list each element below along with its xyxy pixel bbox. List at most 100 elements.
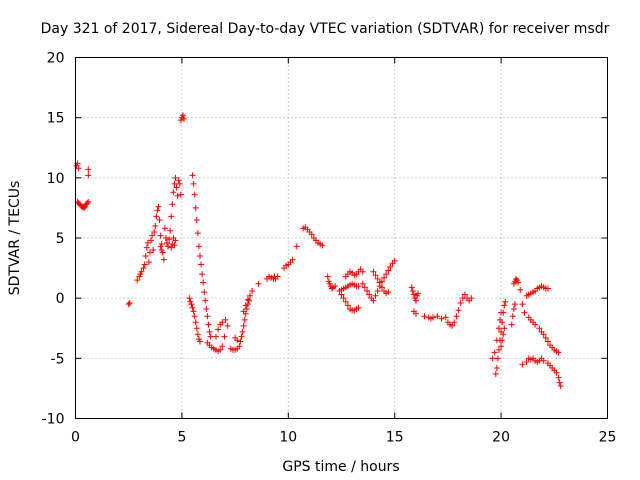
y-tick-label: -10 (42, 412, 65, 428)
data-point (442, 314, 449, 321)
data-point (158, 247, 165, 254)
y-tick-label: 15 (47, 111, 65, 127)
data-point (175, 177, 182, 184)
data-point (146, 249, 153, 256)
data-point (151, 228, 158, 235)
data-point (157, 232, 164, 239)
data-point (502, 298, 509, 305)
data-point (153, 213, 160, 220)
axis-ticks (75, 57, 608, 419)
x-tick-label: 0 (71, 430, 80, 446)
data-point (495, 346, 502, 353)
data-point (152, 222, 159, 229)
data-point (85, 166, 92, 173)
data-point (540, 331, 547, 338)
y-axis-title: SDTVAR / TECUs (7, 181, 23, 296)
data-point (519, 361, 526, 368)
data-point (85, 198, 92, 205)
data-point (244, 296, 251, 303)
y-tick-label: 5 (56, 231, 65, 247)
data-point (168, 244, 175, 251)
data-point (200, 279, 207, 286)
data-point (156, 216, 163, 223)
data-point (489, 355, 496, 362)
data-point (510, 305, 517, 312)
data-point (457, 299, 464, 306)
data-point (202, 297, 209, 304)
data-point (242, 302, 249, 309)
data-point (434, 313, 441, 320)
data-point (308, 231, 315, 238)
data-point (212, 333, 219, 340)
data-point (191, 191, 198, 198)
data-point (81, 204, 88, 211)
data-point (468, 295, 475, 302)
data-point (553, 369, 560, 376)
y-tick-label: 10 (47, 171, 65, 187)
data-point (150, 247, 157, 254)
data-point (410, 291, 417, 298)
data-point (342, 298, 349, 305)
data-point (142, 253, 149, 260)
data-point (236, 343, 243, 350)
data-point (293, 243, 300, 250)
data-points (73, 112, 564, 390)
data-point (359, 268, 366, 275)
data-point (361, 284, 368, 291)
data-point (246, 292, 253, 299)
data-point (190, 180, 197, 187)
data-point (243, 305, 250, 312)
data-point (374, 275, 381, 282)
data-point (155, 203, 162, 210)
data-point (512, 275, 519, 282)
data-point (430, 314, 437, 321)
data-point (381, 274, 388, 281)
data-point (240, 322, 247, 329)
data-point (461, 291, 468, 298)
data-point (237, 338, 244, 345)
data-point (191, 313, 198, 320)
data-point (179, 112, 186, 119)
data-point (408, 284, 415, 291)
data-point (453, 313, 460, 320)
data-point (75, 165, 82, 172)
data-point (355, 304, 362, 311)
data-point (240, 308, 247, 315)
data-point (165, 243, 172, 250)
data-point (143, 244, 150, 251)
x-tick-label: 5 (177, 430, 186, 446)
data-point (366, 291, 373, 298)
data-point (206, 328, 213, 335)
data-point (493, 364, 500, 371)
data-point (359, 280, 366, 287)
data-point (160, 256, 167, 263)
data-point (239, 328, 246, 335)
data-point (370, 297, 377, 304)
data-point (125, 301, 132, 308)
data-point (169, 201, 176, 208)
x-axis-title: GPS time / hours (282, 459, 399, 475)
data-point (255, 280, 262, 287)
data-point (500, 331, 507, 338)
data-point (412, 310, 419, 317)
data-point (494, 355, 501, 362)
data-point (378, 284, 385, 291)
data-point (509, 313, 516, 320)
data-point (196, 338, 203, 345)
data-point (383, 271, 390, 278)
data-point (412, 297, 419, 304)
data-point (181, 115, 188, 122)
data-point (188, 301, 195, 308)
x-tick-label: 20 (492, 430, 510, 446)
data-point (249, 287, 256, 294)
data-point (170, 189, 177, 196)
data-point (190, 308, 197, 315)
data-point (498, 343, 505, 350)
data-point (500, 309, 507, 316)
data-point (203, 305, 210, 312)
data-point (172, 237, 179, 244)
data-point (219, 319, 226, 326)
data-point (495, 325, 502, 332)
data-point (193, 325, 200, 332)
data-point (195, 243, 202, 250)
